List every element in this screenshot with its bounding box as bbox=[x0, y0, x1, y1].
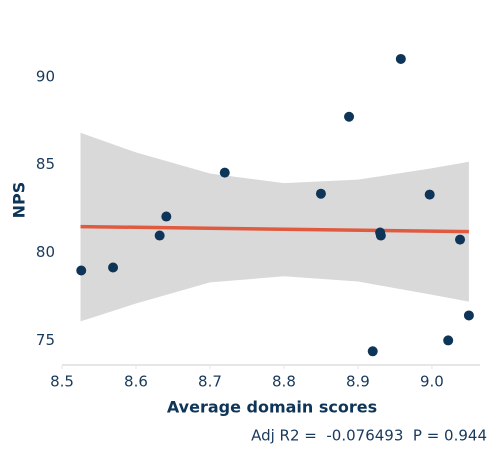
point bbox=[154, 230, 165, 241]
point bbox=[375, 230, 386, 241]
x-tick-label: 9.0 bbox=[420, 373, 444, 391]
y-tick-label: 75 bbox=[36, 331, 55, 349]
point bbox=[424, 189, 435, 200]
y-tick-label: 90 bbox=[36, 67, 55, 85]
point bbox=[443, 335, 454, 346]
y-axis-label: NPS bbox=[10, 182, 29, 219]
point bbox=[315, 188, 326, 199]
x-tick-label: 8.6 bbox=[124, 373, 148, 391]
x-tick-label: 8.8 bbox=[272, 373, 296, 391]
point bbox=[367, 346, 378, 357]
point bbox=[219, 167, 230, 178]
point bbox=[395, 53, 406, 64]
x-axis-label: Average domain scores bbox=[167, 398, 377, 417]
point bbox=[344, 111, 355, 122]
point bbox=[161, 211, 172, 222]
annotation: Adj R2 = -0.076493 P = 0.944 bbox=[251, 427, 487, 445]
point bbox=[455, 234, 466, 245]
point bbox=[76, 265, 87, 276]
y-tick-label: 80 bbox=[36, 243, 55, 261]
x-tick-label: 8.9 bbox=[346, 373, 370, 391]
point bbox=[108, 262, 119, 273]
x-tick-label: 8.7 bbox=[198, 373, 222, 391]
y-tick-label: 85 bbox=[36, 155, 55, 173]
point bbox=[463, 310, 474, 321]
fit-line bbox=[80, 224, 469, 234]
x-tick-label: 8.5 bbox=[50, 373, 74, 391]
confidence-band bbox=[80, 132, 469, 322]
